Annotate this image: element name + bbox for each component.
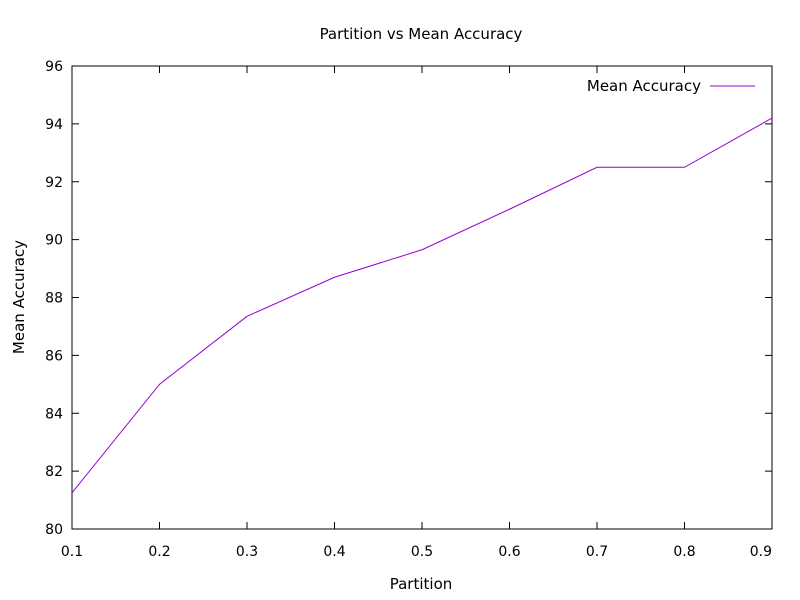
y-tick-label: 88	[45, 291, 63, 307]
y-tick-label: 84	[45, 406, 63, 422]
chart-title: Partition vs Mean Accuracy	[320, 25, 523, 43]
legend-label: Mean Accuracy	[587, 77, 701, 95]
x-tick-label: 0.4	[323, 544, 345, 560]
x-tick-label: 0.5	[411, 544, 433, 560]
x-tick-label: 0.1	[61, 544, 83, 560]
y-tick-label: 92	[45, 175, 63, 191]
x-tick-label: 0.7	[586, 544, 608, 560]
y-tick-label: 82	[45, 464, 63, 480]
x-axis: 0.1 0.2 0.3 0.4 0.5 0.6 0.7 0.8 0.9	[61, 66, 773, 560]
y-tick-label: 90	[45, 233, 63, 249]
y-axis: 80 82 84 86 88 90 92 94 96	[45, 59, 772, 538]
x-tick-label: 0.3	[236, 544, 258, 560]
x-axis-label: Partition	[390, 575, 453, 593]
x-tick-label: 0.2	[148, 544, 170, 560]
x-tick-label: 0.9	[750, 544, 772, 560]
y-axis-label: Mean Accuracy	[10, 240, 28, 354]
x-tick-label: 0.8	[673, 544, 695, 560]
legend: Mean Accuracy	[587, 77, 755, 95]
series-layer	[71, 117, 773, 494]
y-tick-label: 96	[45, 59, 63, 75]
plot-area	[71, 65, 773, 530]
y-tick-label: 80	[45, 522, 63, 538]
y-tick-label: 86	[45, 348, 63, 364]
y-tick-label: 94	[45, 117, 63, 133]
x-tick-label: 0.6	[498, 544, 520, 560]
